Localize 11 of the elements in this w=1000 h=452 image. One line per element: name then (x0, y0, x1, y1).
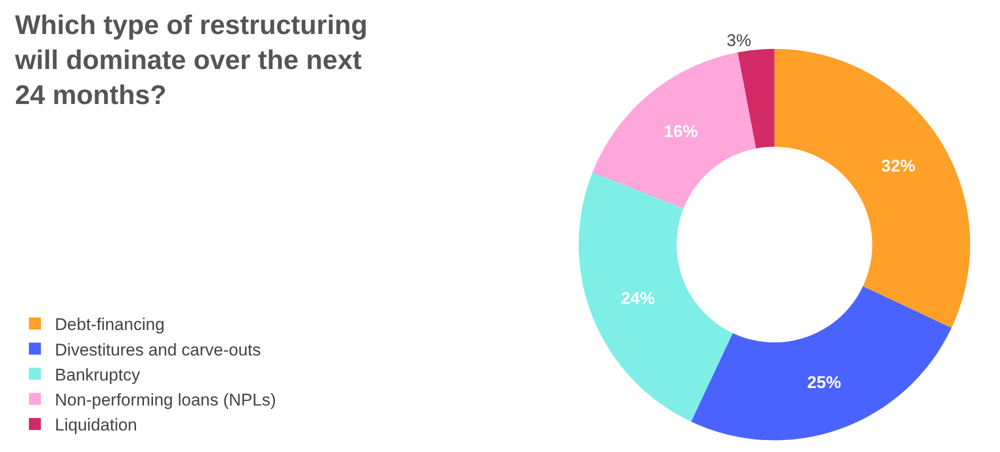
legend-label: Non-performing loans (NPLs) (54, 390, 276, 410)
legend-label: Liquidation (54, 416, 138, 435)
legend-label: Divestitures and carve-outs (54, 340, 261, 360)
data-label: 24% (620, 289, 655, 308)
chart-title: Which type of restructuring will dominate over the next 24 months? (14, 10, 368, 110)
data-label: 3% (726, 30, 752, 50)
data-label: 16% (664, 122, 698, 141)
data-label: 25% (807, 373, 842, 392)
legend-label: Bankruptcy (54, 365, 140, 384)
data-label: 32% (881, 156, 916, 176)
legend-label: Debt-financing (54, 315, 165, 334)
